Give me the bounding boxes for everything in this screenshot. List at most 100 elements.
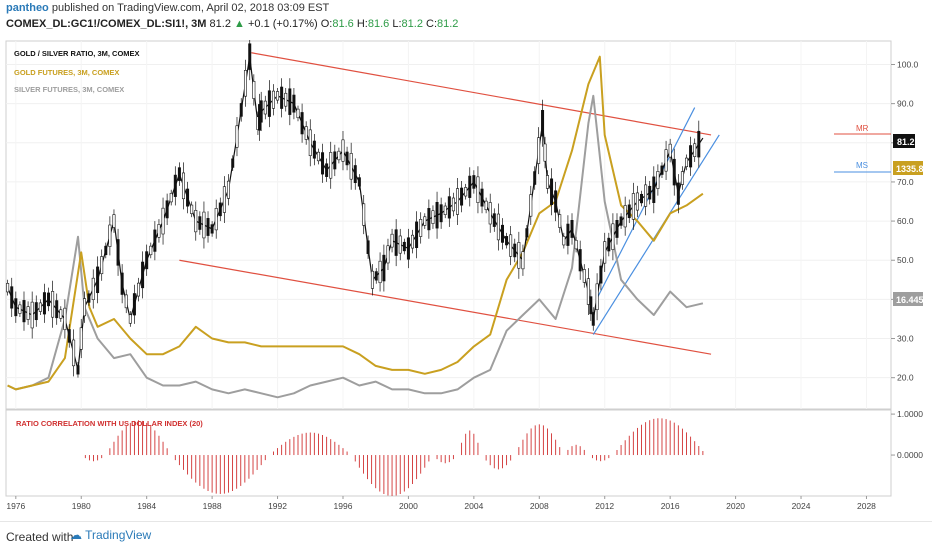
ratio-candle-body: [656, 171, 660, 189]
ratio-candle-body: [226, 180, 230, 199]
ratio-candle-body: [296, 108, 300, 119]
ratio-candle-body: [145, 251, 149, 270]
ratio-candle-body: [153, 229, 157, 252]
gold-series: [7, 55, 704, 391]
tradingview-brand: TradingView: [85, 528, 152, 542]
ratio-candle-body: [83, 298, 87, 317]
ratio-candle-body: [38, 302, 42, 312]
open-label: O:: [320, 18, 333, 30]
ratio-candle-body: [362, 203, 366, 226]
ratio-candle-body: [333, 151, 337, 170]
author-link[interactable]: pantheo: [6, 2, 49, 14]
symbol-line: COMEX_DL:GC1!/COMEX_DL:SI1!, 3M 81.2 ▲ +…: [6, 18, 458, 30]
ratio-candle-body: [120, 272, 124, 295]
ratio-candle-body: [589, 296, 593, 315]
ratio-candle-body: [664, 149, 668, 172]
indicator-tick-label: 1.0000: [897, 409, 923, 419]
ratio-candle-body: [55, 300, 59, 319]
ratio-candle-body: [194, 210, 198, 233]
ratio-candle-body: [415, 221, 419, 249]
last-price: 81.2: [209, 18, 231, 30]
ratio-candle-body: [500, 224, 504, 243]
x-tick-label: 1984: [137, 501, 156, 510]
ratio-candle-body: [149, 245, 153, 256]
ratio-candle-body: [591, 312, 595, 326]
ratio-candle-body: [543, 143, 547, 162]
ratio-candle-body: [476, 176, 480, 203]
ratio-candle-body: [472, 175, 476, 189]
high-label: H:: [356, 18, 368, 30]
gold-price-value: 1335.8: [896, 164, 924, 174]
ratio-candle-body: [533, 171, 537, 185]
ratio-candle-body: [419, 219, 423, 237]
ratio-candle-body: [22, 300, 26, 323]
ratio-candle-body: [325, 163, 329, 177]
ratio-candle-body: [685, 157, 689, 167]
ratio-candle-body: [541, 109, 545, 137]
y-tick-label: 50.0: [897, 255, 914, 265]
x-tick-label: 2004: [464, 501, 483, 510]
mr-label: MR: [856, 124, 869, 133]
x-tick-label: 1992: [268, 501, 287, 510]
ratio-candle-body: [406, 237, 410, 260]
ratio-candle-body: [280, 86, 284, 109]
ratio-candle-body: [623, 205, 627, 228]
ratio-candle-body: [509, 234, 513, 257]
ratio-candle-body: [116, 239, 120, 266]
ratio-candle-body: [96, 266, 100, 294]
ratio-candle-body: [562, 236, 566, 246]
ratio-candle-body: [607, 237, 611, 252]
x-tick-label: 2020: [726, 501, 745, 510]
ratio-candle-body: [10, 286, 14, 309]
ratio-candle-body: [349, 153, 353, 180]
ratio-candle-body: [206, 218, 210, 236]
ratio-candle-body: [668, 143, 672, 158]
ratio-candle-body: [214, 208, 218, 231]
ratio-candle-body: [447, 196, 451, 219]
silver-price-value: 16.445: [896, 295, 924, 305]
ratio-candle-body: [464, 187, 468, 197]
ratio-candle-body: [550, 178, 554, 205]
ratio-candle-body: [370, 270, 374, 289]
ratio-candle-body: [603, 241, 607, 264]
x-tick-label: 2000: [399, 501, 418, 510]
ratio-candle-body: [276, 91, 280, 101]
x-tick-label: 1996: [334, 501, 353, 510]
ratio-candle-body: [374, 271, 378, 281]
ratio-candle-body: [672, 158, 676, 186]
close-label: C:: [426, 18, 438, 30]
symbol-name[interactable]: COMEX_DL:GC1!/COMEX_DL:SI1!, 3M: [6, 18, 207, 30]
tradingview-logo-icon[interactable]: ☁ TradingView: [70, 528, 152, 542]
ratio-candle-body: [259, 100, 263, 123]
y-tick-label: 70.0: [897, 177, 914, 187]
ratio-candle-body: [480, 188, 484, 207]
y-tick-label: 20.0: [897, 373, 914, 383]
ratio-candle-body: [6, 283, 10, 293]
ratio-candle-body: [521, 251, 525, 270]
ratio-candle-body: [492, 213, 496, 227]
ratio-candle-body: [235, 125, 239, 148]
ratio-candle-body: [271, 90, 275, 109]
ratio-candle-body: [243, 70, 247, 97]
ratio-candle-body: [222, 186, 226, 213]
ratio-candle-body: [76, 365, 80, 375]
ratio-candle-body: [87, 293, 91, 303]
indicator-axis[interactable]: 1.0000 0.0000: [891, 409, 923, 460]
ratio-candle-body: [402, 241, 406, 252]
time-axis[interactable]: 1976 1980 1984 1988 1992 1996 2000 2004 2008 2012…: [6, 496, 876, 511]
ratio-candle-body: [141, 261, 145, 289]
ratio-candle-body: [186, 188, 190, 207]
x-tick-label: 1988: [203, 501, 222, 510]
ratio-candle-body: [267, 90, 271, 117]
ratio-series: [6, 33, 704, 378]
ratio-candle-body: [252, 81, 256, 99]
ratio-candle-body: [640, 193, 644, 204]
ratio-candle-body: [378, 260, 382, 284]
ratio-candle-body: [312, 140, 316, 159]
y-tick-label: 90.0: [897, 99, 914, 109]
legend-silver: SILVER FUTURES, 3M, COMEX: [14, 85, 124, 94]
ratio-candle-body: [316, 151, 320, 162]
